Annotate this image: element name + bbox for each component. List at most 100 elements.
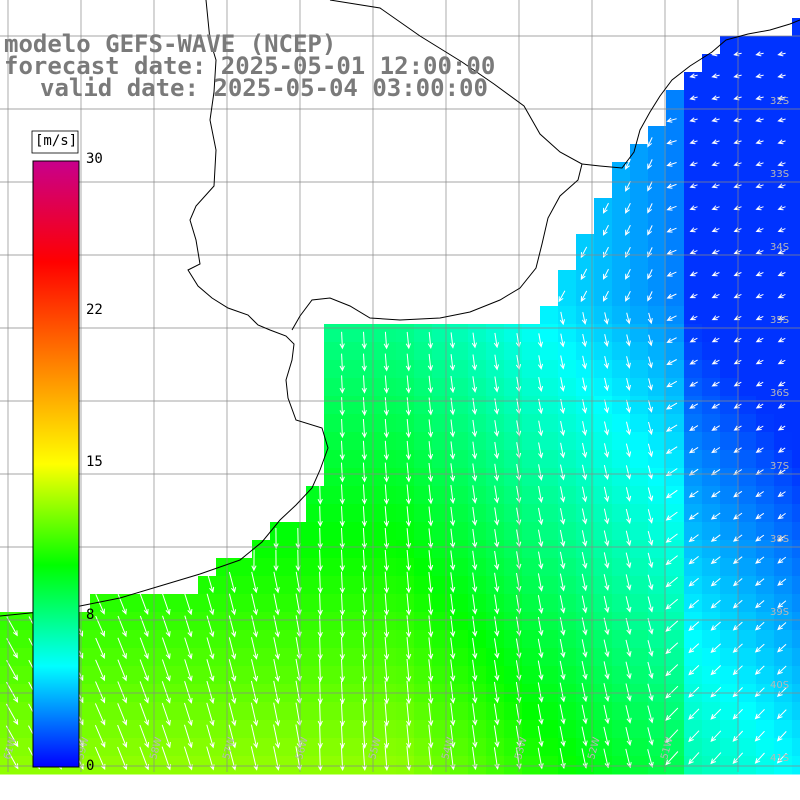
wind-speed-cell	[594, 252, 613, 271]
wind-speed-cell	[702, 144, 721, 163]
coastline-segment	[0, 0, 329, 617]
wind-arrow	[228, 593, 237, 616]
wind-speed-cell	[774, 144, 793, 163]
wind-arrow	[117, 594, 127, 615]
wind-arrow	[95, 594, 105, 615]
wind-arrow	[471, 507, 478, 527]
wind-speed-cell	[306, 486, 325, 505]
wind-arrow	[665, 751, 679, 766]
wind-speed-cell	[486, 558, 505, 577]
wind-speed-cell	[378, 324, 397, 343]
wind-arrow	[251, 659, 259, 682]
wind-speed-cell	[630, 756, 649, 775]
wind-speed-cell	[198, 612, 217, 631]
wind-arrow	[665, 620, 679, 632]
wind-speed-cell	[270, 540, 289, 559]
wind-speed-cell	[414, 468, 433, 487]
wind-arrow	[494, 660, 500, 682]
wind-speed-cell	[576, 396, 595, 415]
wind-speed-cell	[144, 594, 163, 613]
wind-arrow	[755, 293, 764, 299]
wind-arrow	[405, 637, 412, 660]
wind-arrow	[139, 659, 149, 682]
wind-speed-cell	[558, 612, 577, 631]
wind-speed-cell	[360, 324, 379, 343]
wind-speed-cell	[702, 90, 721, 109]
wind-arrow	[647, 487, 654, 502]
wind-arrow	[472, 594, 478, 615]
wind-speed-cell	[612, 540, 631, 559]
wind-speed-cell	[414, 360, 433, 379]
wind-arrow	[689, 315, 698, 321]
wind-speed-cell	[594, 648, 613, 667]
wind-speed-cell	[720, 576, 739, 595]
wind-speed-cell	[648, 522, 667, 541]
wind-arrow	[689, 73, 698, 79]
wind-speed-cell	[486, 360, 505, 379]
wind-speed-cell	[630, 576, 649, 595]
wind-arrow	[537, 464, 544, 481]
wind-speed-cell	[540, 342, 559, 361]
wind-arrow	[94, 703, 106, 726]
wind-speed-cell	[576, 504, 595, 523]
wind-arrow	[427, 375, 434, 394]
wind-arrow	[559, 726, 566, 747]
wind-arrow	[647, 552, 654, 569]
wind-arrow	[383, 571, 390, 594]
wind-speed-cell	[324, 486, 343, 505]
wind-speed-cell	[612, 468, 631, 487]
wind-speed-cell	[360, 522, 379, 541]
wind-arrow	[383, 418, 389, 439]
wind-speed-cell	[432, 324, 451, 343]
wind-arrow	[339, 593, 345, 616]
wind-speed-cell	[432, 396, 451, 415]
wind-arrow	[405, 506, 412, 527]
wind-speed-cell	[540, 666, 559, 685]
wind-speed-cell	[0, 702, 19, 721]
wind-arrow	[405, 615, 412, 638]
wind-speed-cell	[414, 594, 433, 613]
wind-arrow	[625, 180, 631, 192]
wind-arrow	[754, 643, 765, 653]
wind-speed-cell	[702, 396, 721, 415]
wind-speed-cell	[270, 702, 289, 721]
wind-arrow	[777, 205, 786, 211]
wind-arrow	[602, 268, 609, 280]
wind-speed-cell	[18, 756, 37, 775]
wind-arrow	[427, 484, 434, 505]
wind-speed-cell	[324, 630, 343, 649]
wind-arrow	[665, 664, 679, 677]
wind-arrow	[206, 637, 215, 660]
wind-speed-cell	[684, 180, 703, 199]
wind-arrow	[295, 549, 301, 572]
wind-arrow	[494, 594, 500, 615]
wind-speed-cell	[774, 450, 793, 469]
wind-speed-cell	[774, 360, 793, 379]
wind-speed-cell	[720, 720, 739, 739]
wind-speed-cell	[666, 324, 685, 343]
wind-arrow	[406, 724, 412, 749]
wind-arrow	[361, 680, 368, 705]
wind-speed-cell	[432, 504, 451, 523]
wind-speed-cell	[486, 396, 505, 415]
wind-speed-cell	[396, 648, 415, 667]
wind-speed-cell	[738, 324, 757, 343]
wind-speed-cell	[648, 540, 667, 559]
wind-speed-cell	[684, 126, 703, 145]
wind-arrow	[559, 377, 566, 392]
wind-speed-cell	[738, 738, 757, 757]
wind-arrow	[647, 727, 654, 746]
wind-arrow	[666, 249, 677, 255]
wind-speed-cell	[342, 558, 361, 577]
wind-speed-cell	[198, 756, 217, 775]
wind-speed-cell	[630, 540, 649, 559]
wind-arrow	[755, 512, 765, 520]
wind-speed-cell	[252, 702, 271, 721]
wind-speed-cell	[630, 216, 649, 235]
wind-arrow	[666, 293, 677, 299]
wind-speed-cell	[342, 432, 361, 451]
wind-speed-cell	[756, 108, 775, 127]
wind-speed-cell	[720, 486, 739, 505]
wind-arrow	[339, 506, 345, 527]
wind-speed-cell	[522, 342, 541, 361]
